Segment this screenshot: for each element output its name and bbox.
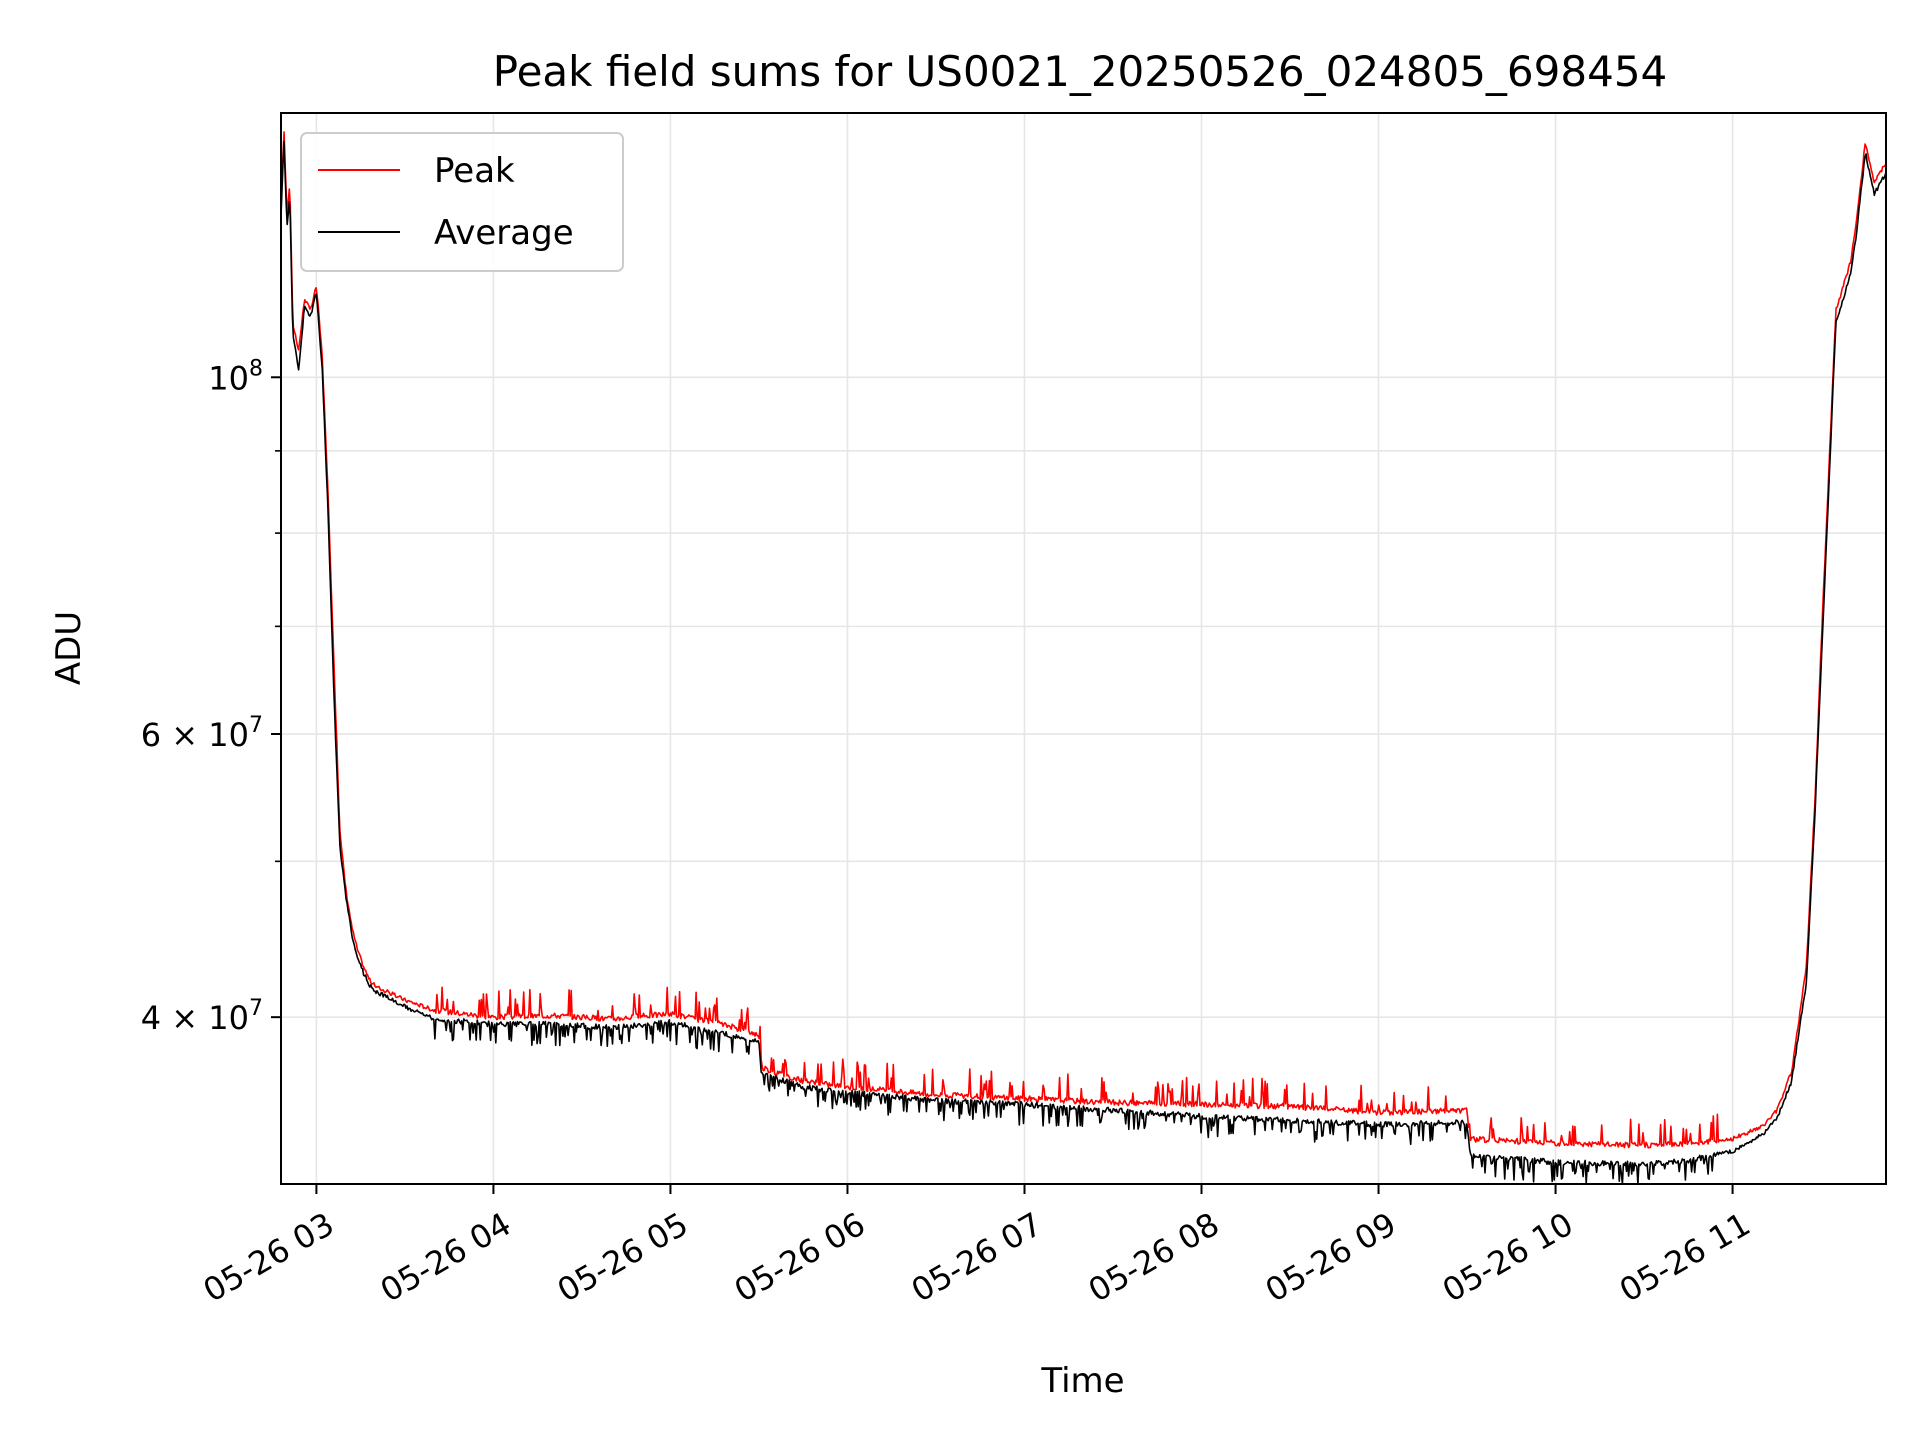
legend: Peak Average	[300, 132, 624, 272]
y-tick-label: 6 × 107	[141, 713, 263, 754]
y-tick-label: 4 × 107	[141, 996, 263, 1037]
legend-average-label: Average	[434, 213, 574, 253]
series-line-peak	[280, 131, 1887, 1149]
legend-peak-label: Peak	[434, 151, 515, 191]
plot-frame	[280, 112, 1887, 1185]
legend-box	[300, 132, 624, 272]
series-layer	[280, 131, 1887, 1185]
x-axis-label: Time	[1040, 1361, 1124, 1401]
plot-area	[280, 112, 1887, 1185]
grid	[281, 113, 1886, 1184]
y-axis-label: ADU	[49, 611, 89, 685]
plot-background	[281, 113, 1886, 1184]
series-line-average	[280, 140, 1887, 1185]
chart-title: Peak field sums for US0021_20250526_0248…	[493, 47, 1668, 96]
